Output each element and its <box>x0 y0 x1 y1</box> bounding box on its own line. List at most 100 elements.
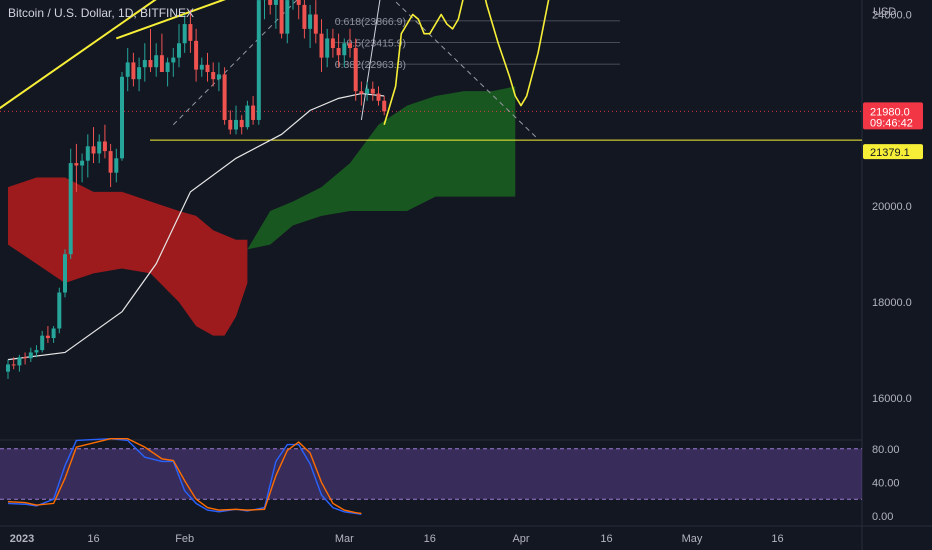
candle-body-44 <box>256 0 261 120</box>
candle-body-43 <box>251 105 256 120</box>
candle-body-5 <box>34 350 39 353</box>
fib-label-7: 0.382(22963.8) <box>335 59 406 71</box>
candle-body-16 <box>97 141 102 154</box>
candle-body-4 <box>28 352 33 359</box>
stoch-tick-2: 0.00 <box>872 511 893 523</box>
ichimoku-cloud <box>8 86 516 336</box>
time-axis: 2023 16 Feb Mar 16 Apr 16 May 16 <box>10 533 784 545</box>
fib-label-6: 0.5(23415.9) <box>346 37 406 49</box>
candle-body-60 <box>348 43 352 49</box>
candle-body-18 <box>108 151 113 173</box>
candle-body-56 <box>325 38 330 58</box>
stoch-band-fill <box>0 448 862 500</box>
candle-body-11 <box>68 163 73 255</box>
countdown-value: 09:46:42 <box>870 117 913 129</box>
rising-trendline <box>0 0 157 110</box>
candle-body-12 <box>74 163 79 166</box>
candle-body-14 <box>85 146 90 161</box>
candle-body-39 <box>228 119 233 130</box>
price-tick-6: 16000.0 <box>872 393 912 405</box>
candle-body-30 <box>177 43 181 58</box>
time-tick-3: Mar <box>335 533 354 545</box>
candle-body-49 <box>285 0 290 34</box>
support-price-tag <box>863 144 923 160</box>
candle-body-66 <box>382 100 387 112</box>
candle-body-62 <box>359 91 364 94</box>
stoch-tick-1: 40.00 <box>872 477 900 489</box>
candle-body-2 <box>17 357 22 366</box>
price-axis: 30000.028000.026000.024000.020000.018000… <box>872 9 912 523</box>
candle-body-31 <box>182 24 187 44</box>
candle-body-13 <box>80 160 85 166</box>
candle-body-34 <box>199 64 204 70</box>
candle-body-57 <box>330 38 335 49</box>
candle-body-28 <box>165 62 170 73</box>
candle-body-26 <box>154 55 159 68</box>
cloud-bullish <box>247 86 516 250</box>
candle-body-48 <box>279 0 284 34</box>
candle-body-38 <box>222 74 227 120</box>
candle-body-8 <box>51 328 56 339</box>
candlestick-series <box>6 0 387 379</box>
time-tick-4: 16 <box>424 533 436 545</box>
candle-body-36 <box>211 72 216 80</box>
candle-body-6 <box>40 335 45 351</box>
candle-body-35 <box>205 64 210 73</box>
candle-body-17 <box>102 141 107 152</box>
stoch-k-line <box>7 438 362 516</box>
candle-body-55 <box>319 33 324 58</box>
support-price-value: 21379.1 <box>870 147 910 159</box>
candle-body-46 <box>268 0 273 5</box>
candle-body-58 <box>336 48 341 56</box>
candle-body-53 <box>308 14 313 29</box>
candle-body-59 <box>342 43 347 56</box>
candle-body-41 <box>239 119 244 128</box>
time-tick-6: 16 <box>600 533 612 545</box>
moving-average-line <box>7 92 385 361</box>
candle-body-25 <box>148 60 153 68</box>
price-labels: 21980.009:46:42 21379.1 <box>863 102 923 160</box>
price-unit: USD <box>873 6 897 18</box>
candle-body-61 <box>353 48 358 92</box>
last-price-tag <box>863 102 923 130</box>
candle-body-0 <box>6 364 10 372</box>
candle-body-54 <box>313 14 318 34</box>
candle-body-24 <box>142 60 147 68</box>
candle-body-10 <box>63 254 67 293</box>
candle-body-33 <box>194 40 199 70</box>
chart-title: Bitcoin / U.S. Dollar, 1D, BITFINEX <box>8 6 195 20</box>
candle-body-63 <box>365 88 370 94</box>
projected-path <box>383 0 550 125</box>
stoch-d-line <box>7 438 362 515</box>
price-tick-4: 20000.0 <box>872 201 912 213</box>
time-tick-8: 16 <box>771 533 783 545</box>
candle-body-19 <box>114 158 119 173</box>
candle-body-21 <box>125 62 130 77</box>
candle-body-64 <box>370 88 375 94</box>
stochastic-series <box>7 438 362 516</box>
top-trendline <box>115 0 226 40</box>
candle-body-65 <box>376 93 381 101</box>
time-tick-7: May <box>682 533 703 545</box>
candle-body-3 <box>23 357 28 359</box>
time-tick-1: 16 <box>87 533 99 545</box>
candle-body-32 <box>188 24 193 41</box>
time-tick-0: 2023 <box>10 533 34 545</box>
candle-body-15 <box>91 146 96 154</box>
candle-body-47 <box>273 0 278 5</box>
candle-body-51 <box>296 0 301 5</box>
candle-body-42 <box>245 105 250 128</box>
stochastic-band <box>0 448 862 500</box>
fib-label-5: 0.618(23866.9) <box>335 16 406 28</box>
cloud-bearish <box>8 177 248 336</box>
candle-body-7 <box>45 335 50 339</box>
candle-body-20 <box>120 76 124 159</box>
price-tick-3: 24000.0 <box>872 9 912 21</box>
candle-body-1 <box>11 364 16 366</box>
candle-body-9 <box>57 292 62 329</box>
price-tick-5: 18000.0 <box>872 297 912 309</box>
candle-body-27 <box>159 55 164 73</box>
candle-body-52 <box>302 4 307 29</box>
stoch-tick-0: 80.00 <box>872 444 900 456</box>
